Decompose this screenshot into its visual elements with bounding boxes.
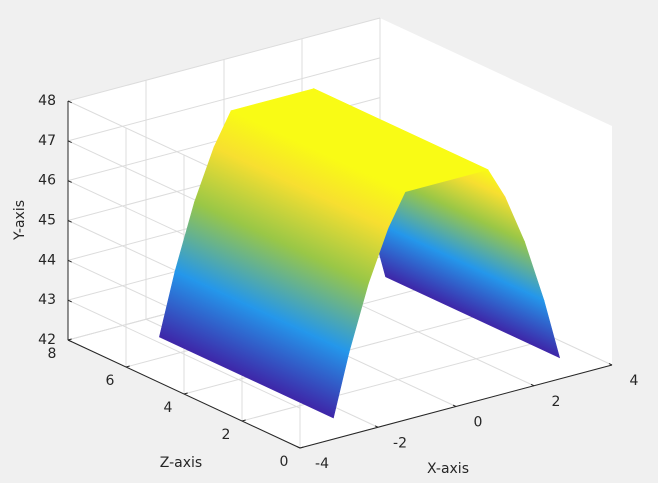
- grid-line: [241, 337, 555, 422]
- z-tick: [241, 419, 246, 422]
- x-tick-label: -4: [315, 456, 329, 472]
- y-tick-label: 48: [38, 93, 56, 109]
- x-tick-label: 4: [630, 373, 639, 389]
- y-tick-label: 42: [38, 332, 56, 348]
- x-axis-label: X-axis: [427, 461, 469, 477]
- x-tick: [296, 446, 301, 449]
- y-axis-label: Y-axis: [12, 200, 28, 241]
- y-tick-label: 45: [38, 213, 56, 229]
- y-tick-label: 47: [38, 133, 56, 149]
- z-tick: [183, 392, 188, 395]
- z-tick-label: 4: [164, 400, 173, 416]
- y-tick-label: 46: [38, 173, 56, 189]
- x-tick: [608, 363, 613, 366]
- grid-line: [67, 17, 381, 102]
- grid-line: [67, 57, 381, 142]
- y-tick: [67, 140, 72, 143]
- z-tick-label: 8: [48, 346, 57, 362]
- x-tick: [374, 425, 379, 428]
- y-tick: [67, 220, 72, 223]
- y-tick: [67, 259, 72, 263]
- z-tick-label: 6: [106, 373, 115, 389]
- y-tick: [67, 299, 72, 303]
- y-tick-label: 44: [38, 252, 56, 268]
- y-tick: [67, 100, 72, 104]
- x-tick: [452, 404, 457, 407]
- x-tick-label: 0: [474, 415, 483, 431]
- y-tick: [67, 180, 72, 183]
- surface-patch: [159, 270, 350, 419]
- z-tick-label: 0: [280, 454, 289, 470]
- x-tick-label: 2: [552, 394, 561, 410]
- z-tick: [125, 365, 130, 368]
- z-tick: [299, 446, 304, 449]
- x-tick: [530, 383, 535, 387]
- y-tick: [67, 339, 72, 343]
- x-tick-label: -2: [393, 435, 407, 451]
- z-axis-label: Z-axis: [160, 455, 202, 471]
- y-tick-label: 43: [38, 292, 56, 308]
- z-tick-label: 2: [222, 427, 231, 443]
